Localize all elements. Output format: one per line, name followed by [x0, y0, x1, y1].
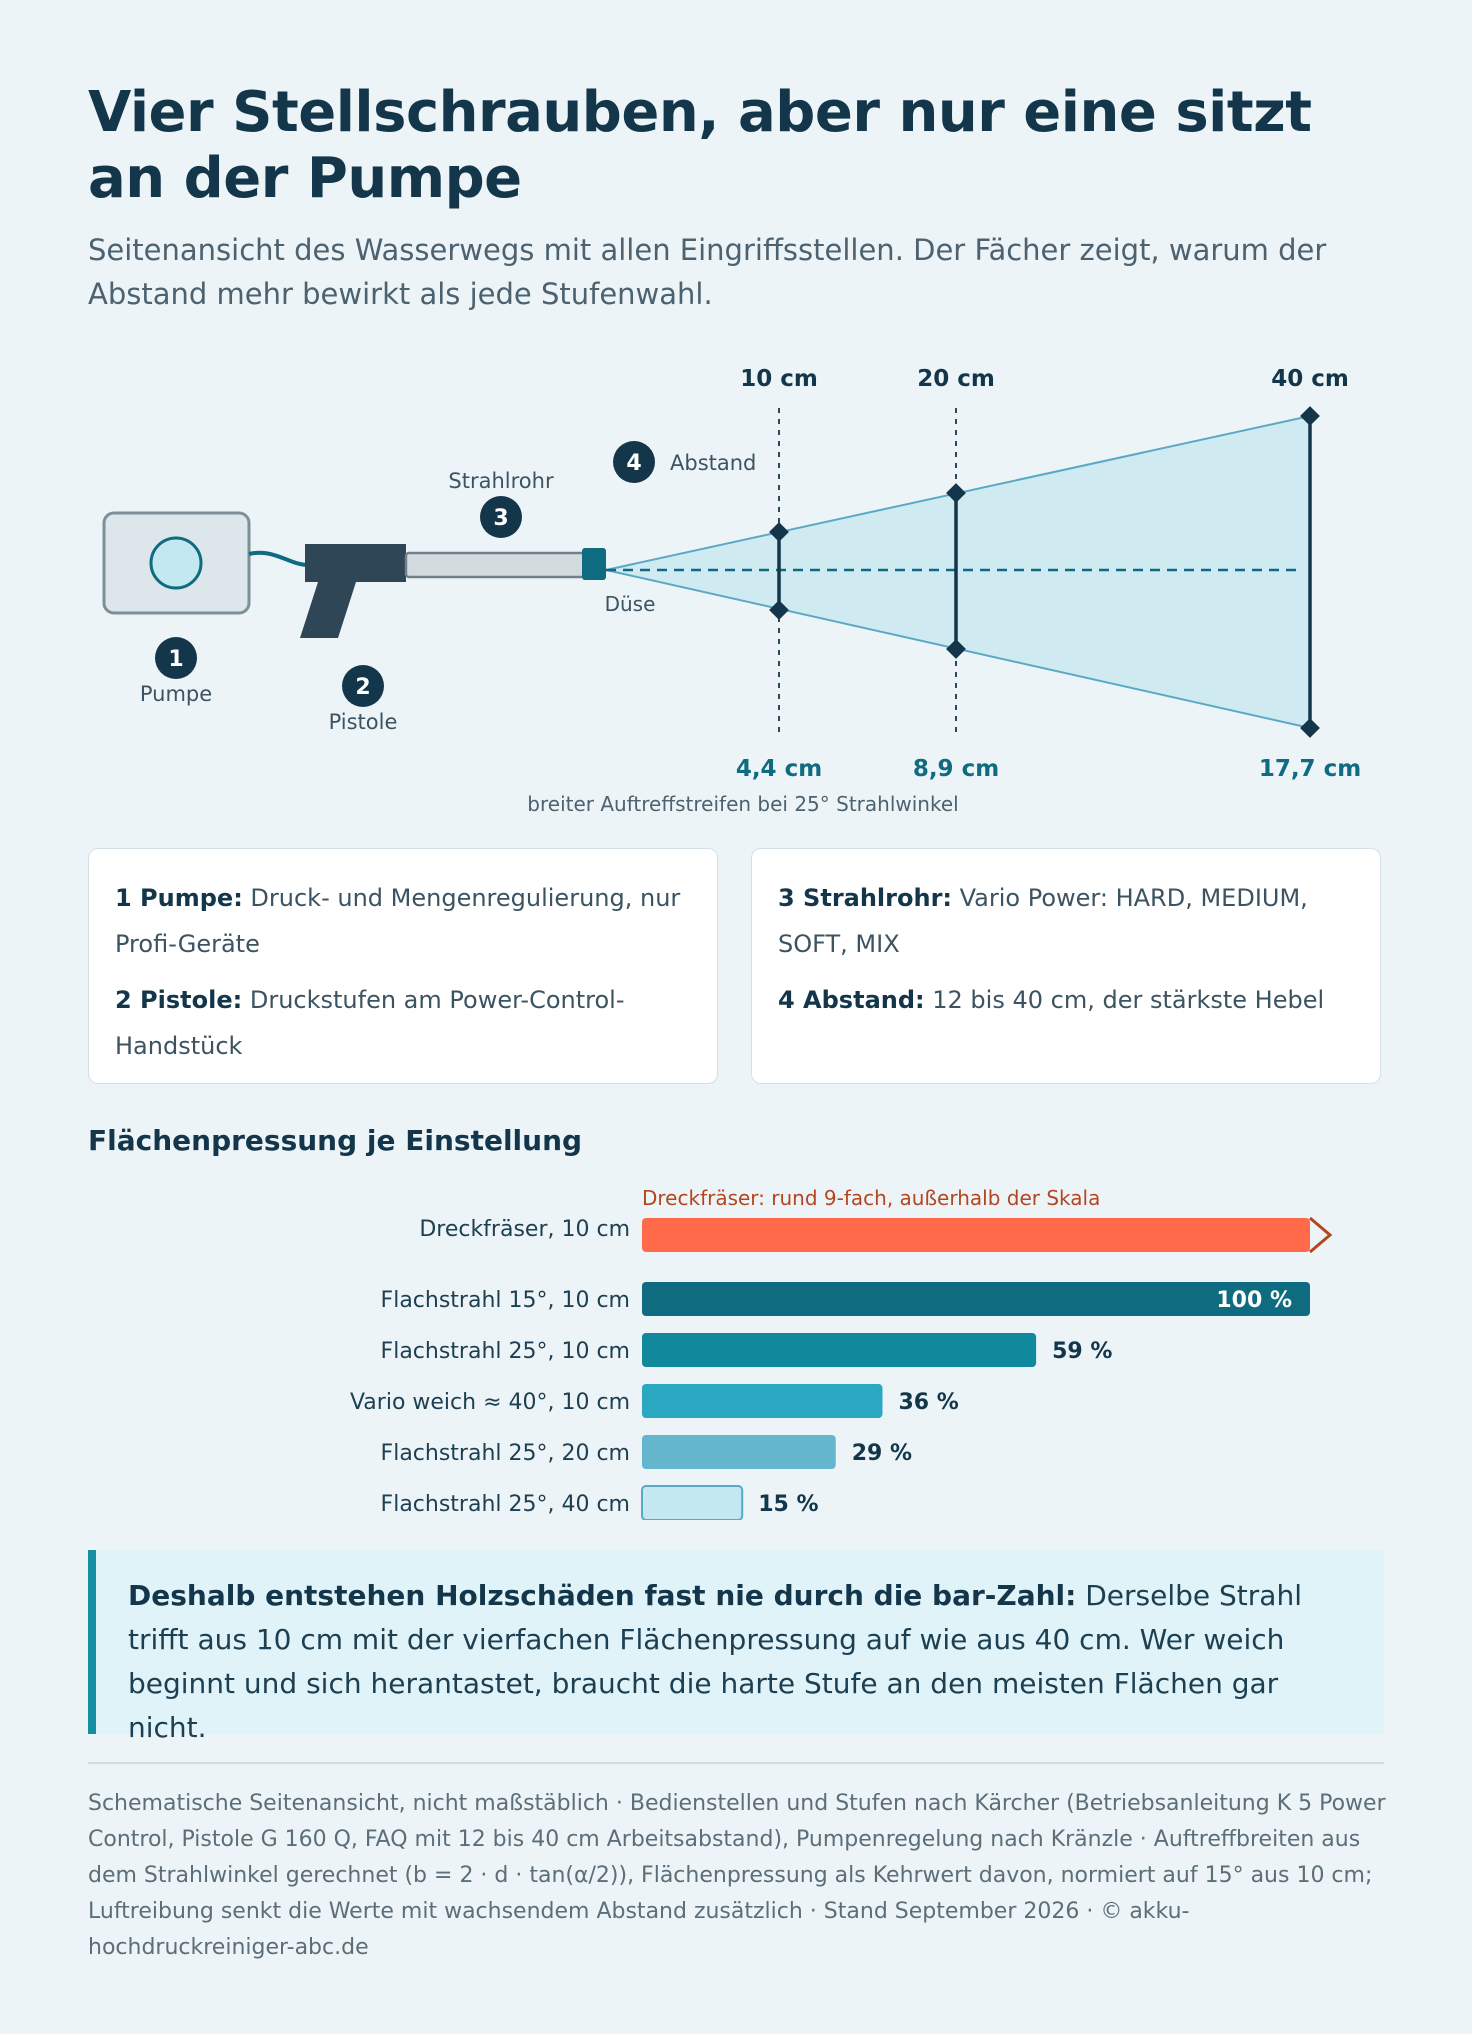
bar-category-label: Dreckfräser, 10 cm: [419, 1217, 630, 1242]
legend-key: 4 Abstand:: [778, 986, 925, 1014]
bar-value-label: 59 %: [1052, 1339, 1112, 1364]
lance: [404, 551, 586, 579]
legend-text: Druckstufen am Power-Control-Handstück: [115, 986, 625, 1060]
legend-item: 3 Strahlrohr: Vario Power: HARD, MEDIUM,…: [778, 875, 1354, 967]
bar-category-label: Vario weich ≈ 40°, 10 cm: [350, 1390, 630, 1415]
marker-2-badge: [342, 665, 384, 707]
page-subtitle: Seitenansicht des Wasserwegs mit allen E…: [88, 233, 1327, 311]
marker-2-number: 2: [355, 675, 370, 700]
bar-value-label: 36 %: [898, 1390, 958, 1415]
bar-category-label: Flachstrahl 25°, 40 cm: [381, 1492, 630, 1517]
marker-1-label: Pumpe: [140, 682, 212, 706]
callout-text: Derselbe Strahl trifft aus 10 cm mit der…: [128, 1579, 1302, 1744]
pistol-icon: [300, 544, 406, 638]
bar: [642, 1333, 1037, 1367]
width-diamond: [946, 483, 966, 503]
callout-lead: Deshalb entstehen Holzschäden fast nie d…: [128, 1579, 1077, 1612]
overflow-arrow-icon: [1309, 1216, 1333, 1254]
spray-fan: [606, 416, 1310, 728]
marker-3-label: Strahlrohr: [448, 469, 554, 493]
pump-icon: [149, 536, 203, 590]
bar: [642, 1384, 883, 1418]
marker-1-number: 1: [168, 647, 183, 672]
nozzle: [582, 548, 606, 580]
distance-label: 40 cm: [1271, 366, 1349, 392]
legend-item: 1 Pumpe: Druck- und Mengenregulierung, n…: [115, 875, 691, 967]
source-footnote: Schematische Seitenansicht, nicht maßstä…: [88, 1791, 1386, 1960]
bar-value-label: 29 %: [852, 1441, 912, 1466]
distance-label: 20 cm: [917, 366, 995, 392]
marker-1-badge: [155, 637, 197, 679]
hose: [248, 550, 311, 568]
distance-label: 10 cm: [740, 366, 818, 392]
legend-item: 4 Abstand: 12 bis 40 cm, der stärkste He…: [778, 977, 1354, 1023]
bar-category-label: Flachstrahl 15°, 10 cm: [381, 1288, 630, 1313]
width-caption: breiter Auftreffstreifen bei 25° Strahlw…: [527, 792, 958, 816]
marker-2-label: Pistole: [329, 710, 398, 734]
marker-4-number: 4: [626, 451, 641, 476]
legend-text: Vario Power: HARD, MEDIUM, SOFT, MIX: [778, 884, 1308, 958]
marker-4-label: Abstand: [670, 451, 756, 475]
legend-key: 1 Pumpe:: [115, 884, 243, 912]
marker-3-number: 3: [493, 506, 508, 531]
width-label: 8,9 cm: [913, 756, 999, 782]
conclusion-callout: Deshalb entstehen Holzschäden fast nie d…: [88, 1550, 1384, 1744]
legend-text: 12 bis 40 cm, der stärkste Hebel: [924, 986, 1325, 1014]
width-label: 17,7 cm: [1259, 756, 1361, 782]
legend-item: 2 Pistole: Druckstufen am Power-Control-…: [115, 977, 691, 1069]
bar-value-label: 100 %: [1216, 1288, 1292, 1313]
bar-value-label: 15 %: [758, 1492, 818, 1517]
legend-key: 3 Strahlrohr:: [778, 884, 952, 912]
legend-text: Druck- und Mengenregulierung, nur Profi-…: [115, 884, 681, 958]
nozzle-label: Düse: [605, 592, 656, 616]
overflow-bar: [642, 1218, 1310, 1252]
page-title: Vier Stellschrauben, aber nur eine sitzt…: [88, 80, 1312, 211]
chart-title: Flächenpressung je Einstellung: [88, 1124, 583, 1157]
overflow-note: Dreckfräser: rund 9-fach, außerhalb der …: [642, 1186, 1100, 1210]
bar: [641, 1485, 744, 1520]
legend-key: 2 Pistole:: [115, 986, 243, 1014]
legend-card-left: 1 Pumpe: Druck- und Mengenregulierung, n…: [88, 848, 718, 1084]
legend-card-right: 3 Strahlrohr: Vario Power: HARD, MEDIUM,…: [751, 848, 1381, 1084]
bar: [642, 1282, 1310, 1316]
width-diamond: [1300, 406, 1320, 426]
water-path-diagram: 10 cm 20 cm 40 cm 4,4 cm 8,9 cm 17,7 cm …: [102, 366, 1361, 816]
width-diamond: [1300, 718, 1320, 738]
bar: [642, 1435, 836, 1469]
pressure-bar-chart: Dreckfräser: rund 9-fach, außerhalb der …: [350, 1186, 1333, 1520]
marker-3-badge: [480, 496, 522, 538]
bar-category-label: Flachstrahl 25°, 20 cm: [381, 1441, 630, 1466]
bar-category-label: Flachstrahl 25°, 10 cm: [381, 1339, 630, 1364]
footer-divider: [88, 1762, 1384, 1764]
width-label: 4,4 cm: [736, 756, 822, 782]
marker-4-badge: [613, 441, 655, 483]
